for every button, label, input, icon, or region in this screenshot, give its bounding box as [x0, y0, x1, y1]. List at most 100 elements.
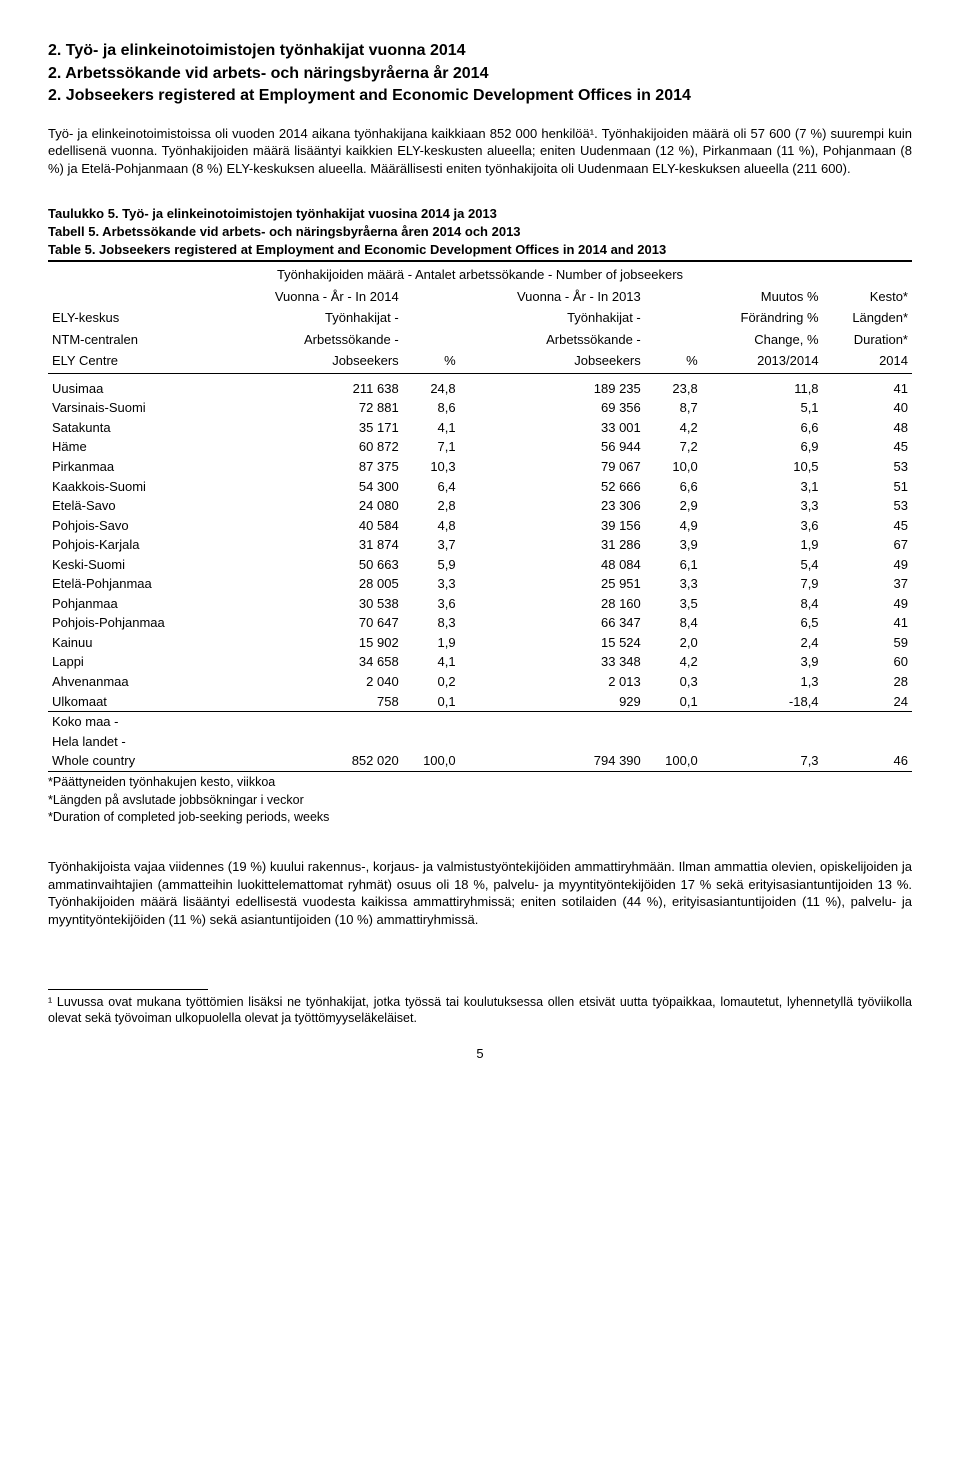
- caption-fi: Taulukko 5. Työ- ja elinkeinotoimistojen…: [48, 205, 912, 223]
- section-heading: 2. Työ- ja elinkeinotoimistojen työnhaki…: [48, 40, 912, 107]
- region-name: Pohjois-Savo: [48, 516, 218, 536]
- row-label-ntm: NTM-centralen: [48, 330, 218, 352]
- val-2014: 35 171: [218, 418, 403, 438]
- table-row: Lappi34 6584,133 3484,23,960: [48, 652, 912, 672]
- row-label-ely: ELY-keskus: [48, 308, 218, 330]
- footnote-sv: *Längden på avslutade jobbsökningar i ve…: [48, 792, 912, 809]
- pct-2014: 10,3: [403, 457, 460, 477]
- val-2014: 60 872: [218, 437, 403, 457]
- region-name: Ahvenanmaa: [48, 672, 218, 692]
- duration: 48: [823, 418, 912, 438]
- pct-2014: 4,1: [403, 652, 460, 672]
- pct-2014: 2,8: [403, 496, 460, 516]
- table-footnotes: *Päättyneiden työnhakujen kesto, viikkoa…: [48, 774, 912, 827]
- duration: 49: [823, 594, 912, 614]
- change-pct: 5,4: [702, 555, 823, 575]
- duration: 53: [823, 457, 912, 477]
- table-row: Pohjanmaa30 5383,628 1603,58,449: [48, 594, 912, 614]
- table-row: Etelä-Pohjanmaa28 0053,325 9513,37,937: [48, 574, 912, 594]
- page-number: 5: [48, 1045, 912, 1063]
- val-2013: 48 084: [460, 555, 645, 575]
- change-pct: 1,3: [702, 672, 823, 692]
- pct-2014: 4,8: [403, 516, 460, 536]
- duration: 40: [823, 398, 912, 418]
- change-pct: 8,4: [702, 594, 823, 614]
- duration: 37: [823, 574, 912, 594]
- pct-2014: 1,9: [403, 633, 460, 653]
- change-pct: 11,8: [702, 373, 823, 398]
- val-2013: 66 347: [460, 613, 645, 633]
- footnote-fi: *Päättyneiden työnhakujen kesto, viikkoa: [48, 774, 912, 791]
- val-2013: 31 286: [460, 535, 645, 555]
- region-name: Pohjois-Pohjanmaa: [48, 613, 218, 633]
- val-2014: 70 647: [218, 613, 403, 633]
- val-2013: 56 944: [460, 437, 645, 457]
- duration: 45: [823, 516, 912, 536]
- pct-2014: 3,3: [403, 574, 460, 594]
- heading-sv: 2. Arbetssökande vid arbets- och närings…: [48, 63, 912, 85]
- pct-2013: 3,3: [645, 574, 702, 594]
- table-row: Varsinais-Suomi72 8818,669 3568,75,140: [48, 398, 912, 418]
- region-name: Keski-Suomi: [48, 555, 218, 575]
- col-year-2013: Vuonna - År - In 2013: [460, 287, 645, 309]
- pct-2013: 0,1: [645, 692, 702, 712]
- val-2013: 52 666: [460, 477, 645, 497]
- val-2014: 24 080: [218, 496, 403, 516]
- duration: 67: [823, 535, 912, 555]
- val-2013: 189 235: [460, 373, 645, 398]
- region-name: Etelä-Savo: [48, 496, 218, 516]
- table-row: Satakunta35 1714,133 0014,26,648: [48, 418, 912, 438]
- duration: 49: [823, 555, 912, 575]
- table-row: Pohjois-Pohjanmaa70 6478,366 3478,46,541: [48, 613, 912, 633]
- val-2014: 31 874: [218, 535, 403, 555]
- table-row: Ahvenanmaa2 0400,22 0130,31,328: [48, 672, 912, 692]
- val-2013: 929: [460, 692, 645, 712]
- heading-fi: 2. Työ- ja elinkeinotoimistojen työnhaki…: [48, 40, 912, 62]
- change-pct: 1,9: [702, 535, 823, 555]
- pct-2013: 0,3: [645, 672, 702, 692]
- table-row: Pohjois-Karjala31 8743,731 2863,91,967: [48, 535, 912, 555]
- change-pct: 6,5: [702, 613, 823, 633]
- val-2013: 79 067: [460, 457, 645, 477]
- pct-2013: 8,4: [645, 613, 702, 633]
- pct-2013: 7,2: [645, 437, 702, 457]
- region-name: Pohjois-Karjala: [48, 535, 218, 555]
- region-name: Häme: [48, 437, 218, 457]
- col-duration-h1: Kesto*: [823, 287, 912, 309]
- region-name: Pohjanmaa: [48, 594, 218, 614]
- table-row: Pirkanmaa87 37510,379 06710,010,553: [48, 457, 912, 477]
- total-2014: 852 020: [218, 751, 403, 771]
- duration: 51: [823, 477, 912, 497]
- val-2013: 69 356: [460, 398, 645, 418]
- val-2014: 54 300: [218, 477, 403, 497]
- pct-2014: 24,8: [403, 373, 460, 398]
- paragraph-occupations: Työnhakijoista vajaa viidennes (19 %) ku…: [48, 858, 912, 928]
- val-2013: 39 156: [460, 516, 645, 536]
- val-2014: 15 902: [218, 633, 403, 653]
- change-pct: 6,6: [702, 418, 823, 438]
- val-2014: 758: [218, 692, 403, 712]
- change-pct: 3,6: [702, 516, 823, 536]
- duration: 24: [823, 692, 912, 712]
- pct-2013: 3,5: [645, 594, 702, 614]
- duration: 41: [823, 613, 912, 633]
- jobseekers-table: Työnhakijoiden määrä - Antalet arbetssök…: [48, 260, 912, 772]
- pct-2014: 7,1: [403, 437, 460, 457]
- pct-2013: 3,9: [645, 535, 702, 555]
- region-name: Etelä-Pohjanmaa: [48, 574, 218, 594]
- total-2013-pct: 100,0: [645, 751, 702, 771]
- val-2013: 33 001: [460, 418, 645, 438]
- pct-2013: 6,6: [645, 477, 702, 497]
- duration: 28: [823, 672, 912, 692]
- table-row: Kainuu15 9021,915 5242,02,459: [48, 633, 912, 653]
- table-row: Häme60 8727,156 9447,26,945: [48, 437, 912, 457]
- table-row: Pohjois-Savo40 5844,839 1564,93,645: [48, 516, 912, 536]
- pct-2013: 2,0: [645, 633, 702, 653]
- pct-2014: 5,9: [403, 555, 460, 575]
- val-2014: 30 538: [218, 594, 403, 614]
- total-label-sv: Hela landet -: [48, 732, 218, 752]
- table-row: Uusimaa211 63824,8189 23523,811,841: [48, 373, 912, 398]
- pct-2013: 4,2: [645, 652, 702, 672]
- intro-paragraph: Työ- ja elinkeinotoimistoissa oli vuoden…: [48, 125, 912, 178]
- pct-2014: 8,3: [403, 613, 460, 633]
